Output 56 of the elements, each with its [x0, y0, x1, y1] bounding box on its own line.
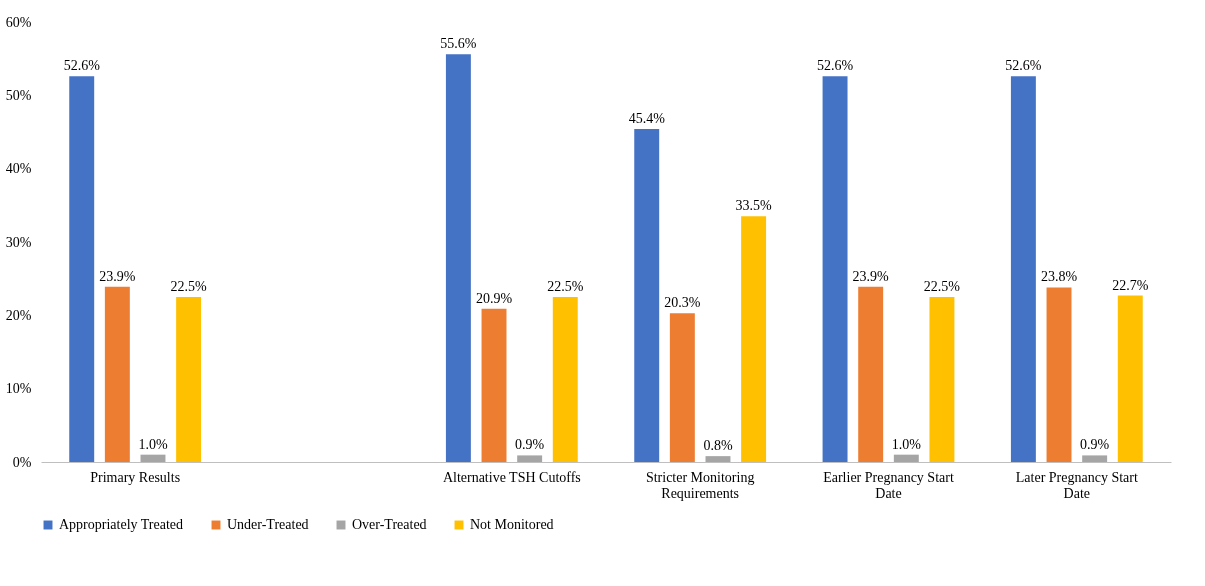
data-label: 0.8%: [703, 438, 733, 454]
y-tick-label: 50%: [5, 87, 32, 103]
data-label: 22.5%: [170, 279, 208, 294]
bar: [104, 286, 130, 462]
x-tick-label: Alternative TSH Cutoffs: [442, 469, 581, 485]
data-label: 23.9%: [99, 268, 136, 284]
data-label: 22.5%: [547, 279, 584, 294]
y-tick-label: 10%: [5, 381, 32, 397]
bar: [1082, 455, 1108, 462]
bar: [481, 308, 507, 462]
data-label: 52.6%: [63, 58, 101, 74]
bar: [929, 297, 955, 462]
data-label: 1.0%: [891, 436, 922, 452]
y-tick-label: 60%: [5, 14, 32, 30]
bar: [140, 454, 166, 462]
bar: [445, 54, 471, 462]
data-label: 22.5%: [923, 279, 961, 294]
data-label: 22.7%: [1112, 277, 1149, 293]
bar: [552, 297, 578, 462]
y-tick-label: 30%: [5, 234, 32, 250]
x-tick-label: Earlier Pregnancy Start Date: [823, 469, 954, 501]
bar: [893, 454, 919, 462]
bar: [858, 286, 884, 462]
data-label: 23.9%: [852, 268, 890, 284]
bar: [1046, 287, 1072, 462]
bar: [517, 455, 543, 462]
bar: [1010, 76, 1036, 462]
bar: [669, 313, 695, 462]
y-tick-label: 40%: [5, 161, 32, 177]
data-label: 33.5%: [735, 198, 773, 214]
data-label: 1.0%: [138, 436, 168, 452]
data-label: 52.6%: [816, 58, 854, 74]
data-label: 55.6%: [440, 36, 477, 52]
legend-label: Not Monitored: [470, 517, 554, 532]
bar: [69, 76, 95, 462]
data-label: 0.9%: [515, 437, 545, 453]
bar: [634, 129, 660, 462]
legend-label: Appropriately Treated: [59, 517, 184, 532]
data-label: 45.4%: [628, 111, 666, 127]
x-tick-label: Later Pregnancy Start Date: [1015, 469, 1138, 501]
bar: [1117, 295, 1143, 462]
x-tick-label: Primary Results: [90, 469, 181, 485]
legend-label: Over-Treated: [352, 517, 427, 532]
data-label: 52.6%: [1005, 58, 1042, 74]
data-label: 0.9%: [1080, 437, 1110, 453]
data-label: 20.9%: [475, 290, 513, 306]
bar: [741, 216, 767, 462]
bar: [822, 76, 848, 462]
bar: [705, 456, 731, 462]
bar: [176, 297, 202, 462]
data-label: 23.8%: [1040, 269, 1078, 285]
y-tick-label: 0%: [12, 454, 32, 470]
data-label: 20.3%: [664, 295, 701, 311]
y-tick-label: 20%: [5, 307, 32, 323]
legend-label: Under-Treated: [227, 517, 309, 532]
x-tick-label: Stricter Monitoring Requirements: [645, 469, 755, 501]
